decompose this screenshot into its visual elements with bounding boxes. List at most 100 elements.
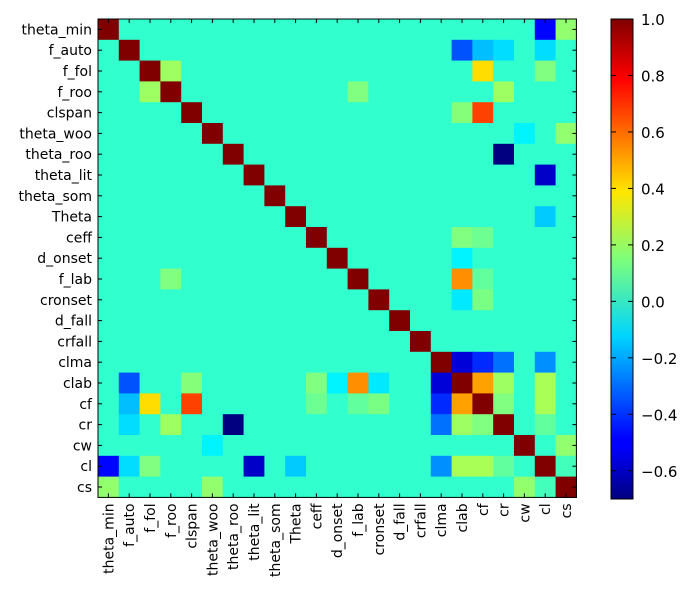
- heatmap-cell-cs-ceff: [306, 476, 328, 498]
- heatmap-cell-ceff-clab: [451, 227, 473, 249]
- heatmap-cell-theta_min-cw: [514, 19, 536, 41]
- heatmap-cell-cronset-cronset: [368, 289, 390, 311]
- heatmap-cell-cr-cs: [555, 414, 577, 436]
- heatmap-cell-cf-f_auto: [118, 393, 141, 415]
- heatmap-cell-f_fol-Theta: [285, 60, 307, 82]
- heatmap-cell-theta_som-d_onset: [326, 185, 349, 207]
- heatmap-cell-f_lab-clab: [451, 268, 473, 290]
- heatmap-cell-cw-d_fall: [389, 435, 411, 457]
- heatmap-cell-clma-cl: [534, 351, 557, 374]
- heatmap-cell-theta_min-crfall: [410, 19, 432, 41]
- heatmap-cell-cw-d_onset: [326, 435, 349, 457]
- heatmap-cell-theta_som-f_roo: [160, 185, 182, 207]
- heatmap-cell-Theta-d_fall: [389, 206, 411, 228]
- heatmap-cell-cronset-crfall: [410, 289, 432, 311]
- heatmap-cell-theta_min-ceff: [306, 19, 328, 41]
- heatmap-cell-ceff-theta_som: [264, 227, 286, 249]
- heatmap-cell-f_roo-theta_min: [98, 81, 120, 103]
- heatmap-cell-cw-clspan: [181, 435, 203, 457]
- heatmap-cell-theta_woo-cs: [555, 123, 577, 145]
- heatmap-cell-crfall-cl: [534, 331, 557, 353]
- heatmap-cell-f_lab-cf: [472, 268, 494, 290]
- heatmap-cell-cr-crfall: [410, 414, 432, 436]
- heatmap-cell-cs-cf: [472, 476, 494, 498]
- x-tick-label: d_onset: [330, 503, 346, 558]
- heatmap-cell-cs-clspan: [181, 476, 203, 498]
- heatmap-cell-theta_woo-cl: [534, 123, 557, 145]
- heatmap-cell-d_fall-cf: [472, 310, 494, 332]
- heatmap-cell-d_onset-ceff: [306, 247, 328, 270]
- heatmap-cell-clspan-f_fol: [139, 102, 161, 124]
- heatmap-cell-cronset-d_onset: [326, 289, 349, 311]
- heatmap-cell-clspan-theta_min: [98, 102, 120, 124]
- heatmap-cell-clma-cs: [555, 351, 577, 374]
- heatmap-cell-cl-theta_lit: [243, 455, 265, 478]
- heatmap-cell-theta_roo-d_onset: [326, 143, 349, 166]
- heatmap-cell-theta_min-theta_roo: [222, 19, 245, 41]
- heatmap-cell-clma-f_roo: [160, 351, 182, 374]
- heatmap-cell-theta_som-theta_som: [264, 185, 286, 207]
- heatmap-cell-theta_som-cw: [514, 185, 536, 207]
- heatmap-cell-f_roo-theta_roo: [222, 81, 245, 103]
- heatmap-cell-f_fol-cf: [472, 60, 494, 82]
- heatmap-cell-cw-clma: [430, 435, 453, 457]
- heatmap-cell-f_roo-theta_woo: [202, 81, 224, 103]
- heatmap-cell-theta_lit-theta_som: [264, 164, 286, 186]
- heatmap-cell-clab-theta_lit: [243, 372, 265, 394]
- heatmap-cell-crfall-d_fall: [389, 331, 411, 353]
- heatmap-cell-cs-cw: [514, 476, 536, 498]
- heatmap-cell-theta_roo-crfall: [410, 143, 432, 166]
- heatmap-cell-clma-cw: [514, 351, 536, 374]
- heatmap-cell-cf-theta_roo: [222, 393, 245, 415]
- heatmap-cell-clma-theta_min: [98, 351, 120, 374]
- heatmap-cell-clab-cronset: [368, 372, 390, 394]
- heatmap-cell-cf-cronset: [368, 393, 390, 415]
- x-tick-label: cr: [497, 503, 513, 517]
- heatmap-cell-d_onset-f_roo: [160, 247, 182, 270]
- heatmap-cell-f_roo-theta_som: [264, 81, 286, 103]
- heatmap-cell-theta_min-clab: [451, 19, 473, 41]
- heatmap-cell-f_roo-clma: [430, 81, 453, 103]
- heatmap-cell-f_auto-ceff: [306, 39, 328, 62]
- heatmap-cell-d_fall-theta_min: [98, 310, 120, 332]
- heatmap-cell-clab-theta_woo: [202, 372, 224, 394]
- heatmap-cell-f_auto-f_lab: [347, 39, 369, 62]
- x-tick-label: cf: [476, 502, 492, 516]
- heatmap-cell-cronset-theta_lit: [243, 289, 265, 311]
- heatmap-cell-d_fall-d_fall: [389, 310, 411, 332]
- heatmap-cell-d_onset-theta_min: [98, 247, 120, 270]
- heatmap-cell-f_roo-f_lab: [347, 81, 369, 103]
- heatmap-cell-crfall-f_fol: [139, 331, 161, 353]
- heatmap-cell-cronset-cf: [472, 289, 494, 311]
- heatmap-cell-d_fall-theta_roo: [222, 310, 245, 332]
- heatmap-cell-f_fol-d_fall: [389, 60, 411, 82]
- heatmap-cell-f_auto-crfall: [410, 39, 432, 62]
- heatmap-cell-f_auto-Theta: [285, 39, 307, 62]
- heatmap-cell-cl-cf: [472, 455, 494, 478]
- heatmap-cell-cronset-Theta: [285, 289, 307, 311]
- x-tick-label: theta_lit: [247, 503, 263, 561]
- heatmap-cell-theta_som-clspan: [181, 185, 203, 207]
- heatmap-cell-f_fol-f_roo: [160, 60, 182, 82]
- heatmap-cell-cf-clab: [451, 393, 473, 415]
- heatmap-cell-theta_lit-cs: [555, 164, 577, 186]
- heatmap-cell-clma-cf: [472, 351, 494, 374]
- heatmap-cell-d_onset-cr: [493, 247, 515, 270]
- heatmap-cell-Theta-f_lab: [347, 206, 369, 228]
- heatmap-cell-theta_roo-theta_lit: [243, 143, 265, 166]
- heatmap-cell-theta_roo-theta_woo: [202, 143, 224, 166]
- heatmap-cell-f_lab-cl: [534, 268, 557, 290]
- heatmap-cell-Theta-f_roo: [160, 206, 182, 228]
- heatmap-cell-theta_lit-f_auto: [118, 164, 141, 186]
- heatmap-cell-clab-f_roo: [160, 372, 182, 394]
- heatmap-cell-theta_som-cl: [534, 185, 557, 207]
- heatmap-cell-Theta-theta_min: [98, 206, 120, 228]
- heatmap-cell-cw-cf: [472, 435, 494, 457]
- heatmap-cell-cl-Theta: [285, 455, 307, 478]
- heatmap-cell-cronset-cr: [493, 289, 515, 311]
- heatmap-cell-f_fol-clma: [430, 60, 453, 82]
- heatmap-cell-crfall-f_roo: [160, 331, 182, 353]
- heatmap-cell-ceff-clspan: [181, 227, 203, 249]
- heatmap-cell-d_onset-cronset: [368, 247, 390, 270]
- heatmap-cell-theta_lit-clab: [451, 164, 473, 186]
